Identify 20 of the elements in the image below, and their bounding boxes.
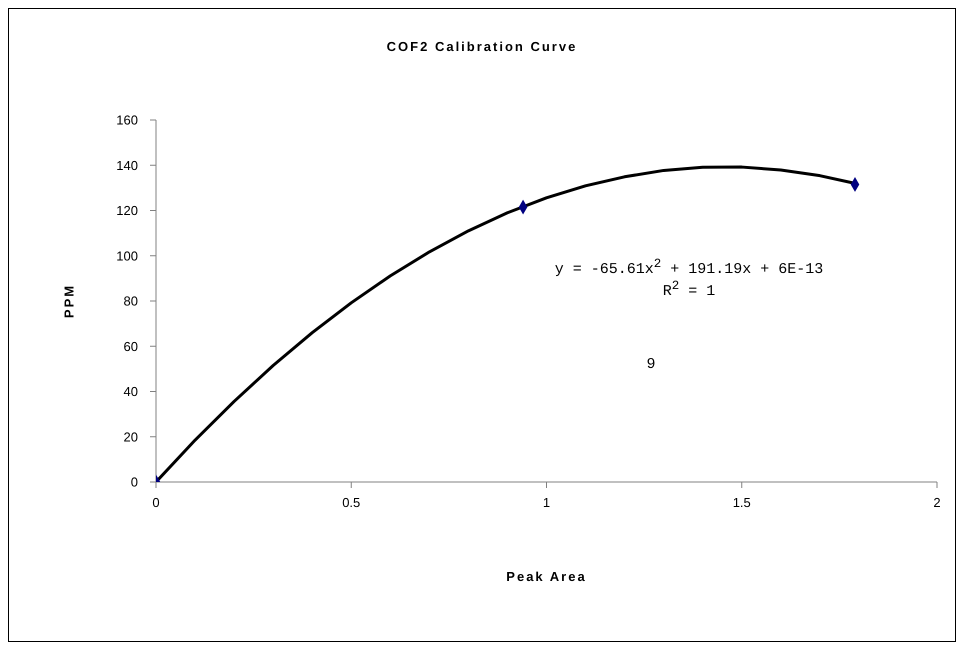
y-tick-label: 140 [116, 158, 138, 173]
y-tick-label: 120 [116, 203, 138, 218]
y-axis-title: PPM [62, 284, 77, 318]
y-tick-label: 100 [116, 248, 138, 264]
annotation: 9 [646, 356, 656, 373]
x-tick-label: 0 [152, 495, 160, 510]
y-tick-label: 40 [124, 384, 138, 400]
y-tick-label: 20 [124, 429, 138, 444]
x-axis-title: Peak Area [506, 569, 587, 584]
x-tick-label: 2 [933, 495, 941, 510]
x-tick-label: 0.5 [342, 495, 360, 510]
y-tick-label: 0 [130, 474, 138, 490]
x-tick-label: 1.5 [732, 495, 751, 510]
y-tick-label: 60 [124, 338, 138, 354]
y-tick-label: 160 [116, 112, 138, 128]
y-tick-label: 80 [124, 294, 138, 309]
x-tick-label: 1 [542, 495, 550, 510]
annotation: R$^{2}$ = 1 [662, 279, 716, 300]
chart-title: COF2 Calibration Curve [386, 39, 578, 54]
annotation: y = -65.61x$^{2}$ + 191.19x + 6E-13 [554, 257, 824, 278]
